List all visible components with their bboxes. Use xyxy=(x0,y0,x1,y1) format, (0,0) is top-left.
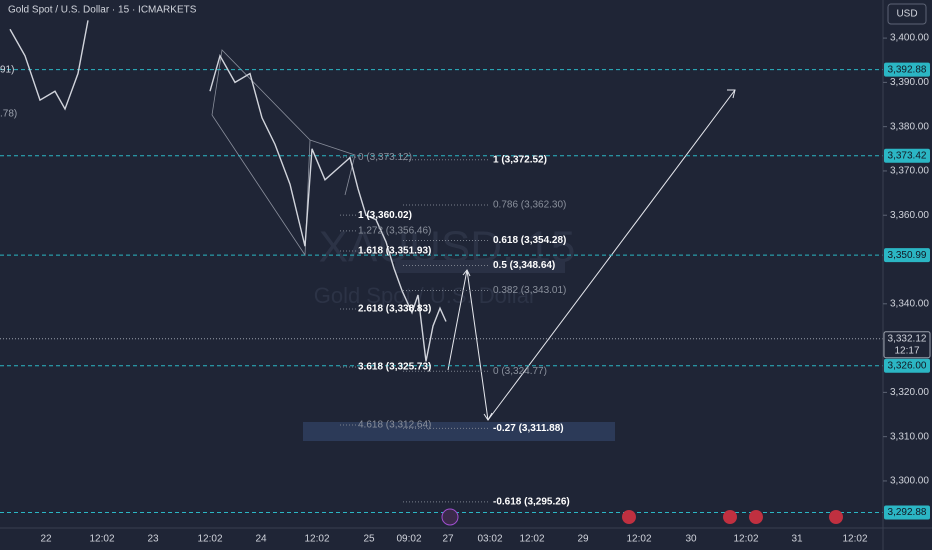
x-tick-label: 12:02 xyxy=(733,534,758,545)
price-tag-label: 3,292.88 xyxy=(888,507,927,518)
fib-label: 3.618 (3,325.73) xyxy=(358,362,431,373)
x-tick-label: 31 xyxy=(791,534,803,545)
x-tick-label: 03:02 xyxy=(477,534,502,545)
price-tag xyxy=(884,62,930,77)
retrace-zone xyxy=(395,260,565,273)
x-tick-label: 12:02 xyxy=(89,534,114,545)
event-flag[interactable] xyxy=(723,510,737,524)
fib-label: 4.618 (3,312.64) xyxy=(358,420,431,431)
fib-label: -0.27 (3,311.88) xyxy=(493,423,564,434)
event-icon[interactable] xyxy=(441,508,459,526)
watermark-name: Gold Spot / U.S. Dollar xyxy=(314,283,537,308)
y-tick-label: 3,400.00 xyxy=(890,33,929,44)
channel xyxy=(309,139,356,196)
x-tick-label: 23 xyxy=(147,534,159,545)
x-tick-label: 22 xyxy=(40,534,52,545)
fib-label: 0.382 (3,343.01) xyxy=(493,285,566,296)
fib-label: 1 (3,360.02) xyxy=(358,210,412,221)
fib-label: 0 (3,373.12) xyxy=(358,152,412,163)
chart-title: Gold Spot / U.S. Dollar · 15 · ICMARKETS xyxy=(8,5,197,16)
price-tag-label: 3,350.99 xyxy=(888,250,927,261)
current-price-label: 3,332.12 xyxy=(888,333,927,344)
x-tick-label: 30 xyxy=(685,534,697,545)
fib-label: 0.5 (3,348.64) xyxy=(493,260,555,271)
x-tick-label: 09:02 xyxy=(396,534,421,545)
target-zone xyxy=(303,422,615,441)
event-flag[interactable] xyxy=(829,510,843,524)
x-tick-label: 27 xyxy=(442,534,454,545)
currency-button[interactable] xyxy=(887,3,927,25)
event-flag[interactable] xyxy=(749,510,763,524)
y-tick-label: 3,340.00 xyxy=(890,298,929,309)
price-tag-label: 3,392.88 xyxy=(888,64,927,75)
fib-label: 0.618 (3,354.28) xyxy=(493,235,566,246)
y-tick-label: 3,320.00 xyxy=(890,387,929,398)
x-tick-label: 12:02 xyxy=(197,534,222,545)
arrow-head xyxy=(483,412,493,421)
y-tick-label: 3,300.00 xyxy=(890,476,929,487)
x-tick-label: 24 xyxy=(255,534,267,545)
x-tick-label: 12:02 xyxy=(842,534,867,545)
price-tag xyxy=(884,248,930,263)
edge-label: .78) xyxy=(0,109,17,120)
price-path xyxy=(9,20,89,111)
arrow-head xyxy=(462,269,471,277)
fib-label: -0.618 (3,295.26) xyxy=(493,497,570,508)
countdown: 12:17 xyxy=(894,345,919,356)
y-tick-label: 3,390.00 xyxy=(890,77,929,88)
y-tick-label: 3,370.00 xyxy=(890,166,929,177)
fib-label: 1.272 (3,356.46) xyxy=(358,226,431,237)
event-flag[interactable] xyxy=(622,510,636,524)
y-tick-label: 3,380.00 xyxy=(890,121,929,132)
y-tick-label: 3,310.00 xyxy=(890,431,929,442)
edge-label: 91) xyxy=(0,65,14,76)
price-path xyxy=(209,53,447,362)
x-tick-label: 25 xyxy=(363,534,375,545)
fib-label: 1.618 (3,351.93) xyxy=(358,246,431,257)
currency[interactable]: USD xyxy=(896,9,917,20)
price-tag xyxy=(884,358,930,373)
price-tag xyxy=(884,148,930,163)
y-tick-label: 3,360.00 xyxy=(890,210,929,221)
price-tag-label: 3,373.42 xyxy=(888,150,927,161)
price-tag-label: 3,326.00 xyxy=(888,360,927,371)
price-tag xyxy=(884,505,930,520)
x-tick-label: 12:02 xyxy=(626,534,651,545)
fib-label: 0 (3,324.77) xyxy=(493,366,547,377)
x-tick-label: 29 xyxy=(577,534,589,545)
x-tick-label: 12:02 xyxy=(519,534,544,545)
fib-label: 2.618 (3,338.83) xyxy=(358,304,431,315)
fib-label: 1 (3,372.52) xyxy=(493,154,547,165)
current-price-tag xyxy=(883,331,931,359)
plot xyxy=(0,20,883,513)
arrow-head xyxy=(727,89,736,99)
x-tick-label: 12:02 xyxy=(304,534,329,545)
fib-label: 0.786 (3,362.30) xyxy=(493,200,566,211)
